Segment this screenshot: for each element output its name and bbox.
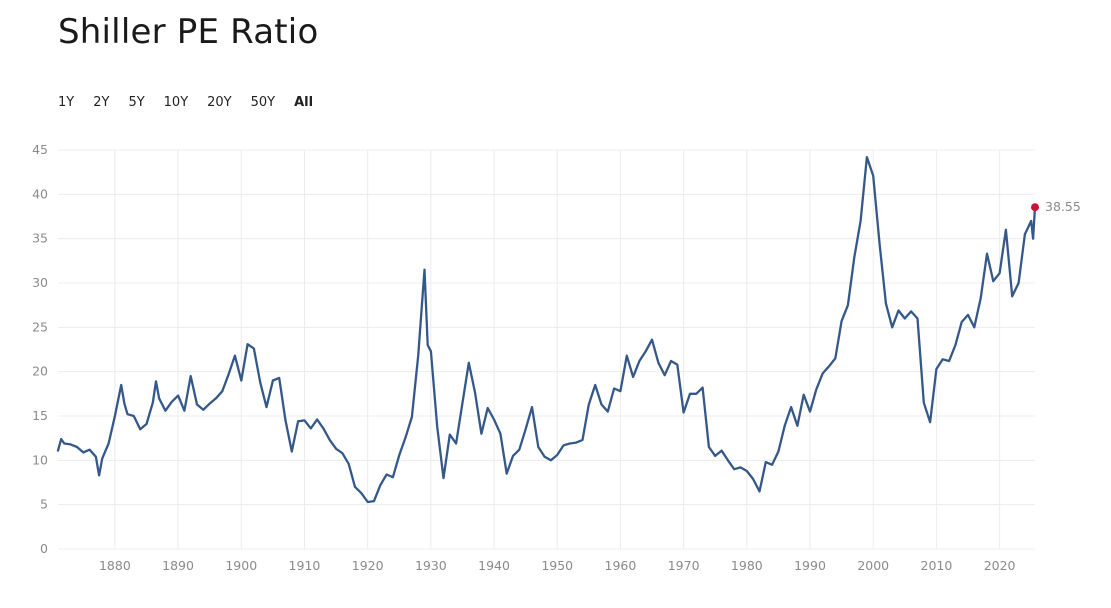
last-value-marker[interactable] <box>1031 203 1039 212</box>
x-tick-label: 1890 <box>162 558 194 573</box>
y-tick-label: 30 <box>32 275 48 290</box>
x-tick-label: 1950 <box>541 558 573 573</box>
x-axis-ticks: 1880 1890 1900 1910 1920 1930 1940 1950 1960 1970… <box>99 558 1016 573</box>
x-tick-label: 1880 <box>99 558 131 573</box>
x-tick-label: 1910 <box>289 558 321 573</box>
range-button-50y[interactable]: 50Y <box>250 95 276 110</box>
range-button-5y[interactable]: 5Y <box>128 95 145 110</box>
range-button-2y[interactable]: 2Y <box>93 95 110 110</box>
y-tick-label: 0 <box>40 541 48 556</box>
range-button-1y[interactable]: 1Y <box>58 95 75 110</box>
x-tick-label: 1960 <box>605 558 637 573</box>
range-button-20y[interactable]: 20Y <box>207 95 232 110</box>
y-axis-ticks: 0 5 10 15 20 25 30 35 40 45 <box>32 142 48 556</box>
x-tick-label: 2010 <box>921 558 953 573</box>
x-tick-label: 1920 <box>352 558 384 573</box>
x-tick-label: 1980 <box>731 558 763 573</box>
x-tick-label: 2000 <box>857 558 889 573</box>
y-tick-label: 45 <box>32 142 48 157</box>
x-tick-label: 1900 <box>225 558 257 573</box>
y-tick-label: 40 <box>32 186 48 201</box>
range-button-all[interactable]: All <box>294 95 314 110</box>
range-selector: 1Y 2Y 5Y 10Y 20Y 50Y All <box>58 95 332 110</box>
x-tick-label: 1930 <box>415 558 447 573</box>
last-value-label: 38.55 <box>1045 199 1081 214</box>
y-tick-label: 25 <box>32 319 48 334</box>
y-tick-label: 35 <box>32 231 48 246</box>
y-tick-label: 5 <box>40 497 48 512</box>
page-title: Shiller PE Ratio <box>58 12 319 52</box>
x-tick-label: 1940 <box>478 558 510 573</box>
range-button-10y[interactable]: 10Y <box>163 95 189 110</box>
y-tick-label: 10 <box>32 452 48 467</box>
y-tick-label: 20 <box>32 364 48 379</box>
y-tick-label: 15 <box>32 408 48 423</box>
series-line-shiller-pe <box>56 155 1037 504</box>
chart-grid <box>58 149 1035 550</box>
x-tick-label: 1990 <box>794 558 826 573</box>
x-tick-label: 2020 <box>984 558 1016 573</box>
x-tick-label: 1970 <box>668 558 700 573</box>
